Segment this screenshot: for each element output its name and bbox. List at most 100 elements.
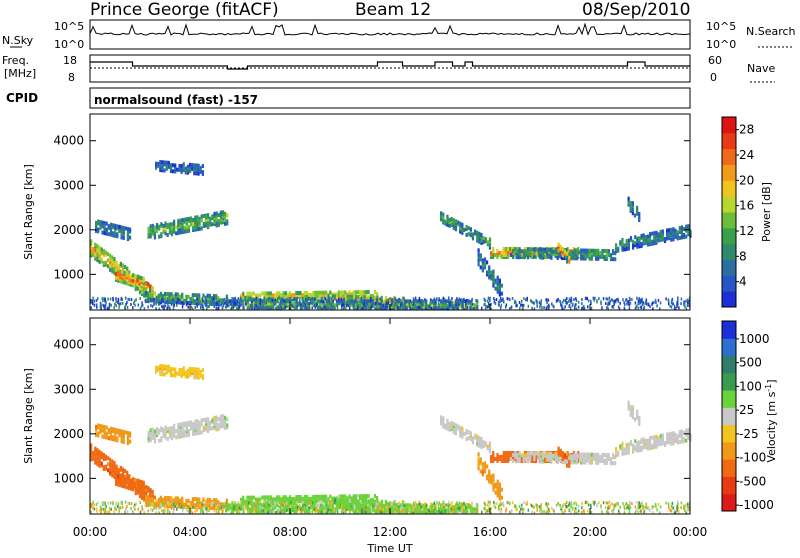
power-cell (227, 297, 229, 300)
velocity-cell (272, 497, 274, 501)
velocity-cell (199, 425, 201, 429)
power-cell (114, 224, 116, 228)
power-cell (679, 236, 681, 240)
velocity-cell (490, 455, 492, 459)
velocity-cell (472, 440, 474, 444)
power-cell (562, 251, 564, 255)
power-cell (353, 305, 355, 308)
velocity-cell (158, 498, 160, 502)
velocity-heatmap (90, 364, 692, 515)
power-cell (468, 226, 470, 230)
velocity-cell (265, 509, 267, 512)
power-cell (190, 297, 192, 301)
cpid-strip: CPID normalsound (fast) -157 (6, 88, 690, 108)
power-cell (520, 304, 522, 307)
velocity-cell (484, 461, 486, 465)
power-cell (160, 299, 162, 302)
power-cell (584, 249, 586, 253)
power-cell (150, 228, 152, 232)
power-cell (170, 163, 172, 167)
velocity-cell (382, 508, 384, 511)
velocity-cell (683, 437, 685, 441)
velocity-cell (310, 497, 312, 501)
power-cell (199, 300, 201, 303)
power-cell (107, 252, 109, 256)
velocity-cell (599, 459, 601, 463)
velocity-cell (628, 447, 630, 451)
power-cell (386, 306, 388, 309)
velocity-cell (192, 426, 194, 430)
power-cell (153, 303, 155, 306)
velocity-cell (268, 495, 270, 499)
power-cell (466, 233, 468, 237)
velocity-cell (167, 437, 169, 441)
power-cell (580, 252, 582, 256)
power-cell (386, 302, 388, 305)
power-cell (435, 302, 437, 305)
velocity-cell (604, 459, 606, 463)
colorbar-tick-pow-5: 24 (739, 148, 754, 162)
velocity-cell (614, 461, 616, 465)
power-cell (174, 163, 176, 167)
nsky-label: N.Sky (2, 34, 34, 47)
power-cell (186, 229, 188, 233)
power-cell (179, 218, 181, 222)
velocity-cell (487, 444, 489, 448)
velocity-cell (478, 466, 480, 470)
velocity-cell (199, 431, 201, 435)
velocity-cell (134, 484, 136, 488)
velocity-cell (101, 461, 103, 465)
power-cell (451, 297, 453, 300)
power-cell (294, 297, 296, 300)
power-cell (342, 290, 344, 294)
power-cell (130, 275, 132, 279)
power-cell (138, 275, 140, 279)
velocity-cell (355, 508, 357, 512)
velocity-cell (359, 494, 361, 498)
power-cell (173, 220, 175, 224)
power-cell (531, 307, 533, 310)
velocity-cell (126, 471, 128, 475)
power-cell (531, 247, 533, 251)
power-cell (128, 270, 130, 274)
power-cell (166, 292, 168, 296)
power-cell (550, 248, 552, 252)
power-cell (558, 298, 560, 301)
power-cell (589, 257, 591, 261)
power-cell (100, 306, 102, 309)
power-cell (638, 240, 640, 244)
velocity-cell (249, 496, 251, 500)
power-cell (121, 235, 123, 239)
velocity-cell (649, 446, 651, 450)
power-cell (681, 225, 683, 229)
power-cell (202, 170, 204, 174)
power-cell (145, 291, 147, 295)
velocity-cell (154, 495, 156, 499)
power-cell (626, 239, 628, 243)
power-cell (357, 290, 359, 294)
velocity-cell (191, 367, 193, 371)
velocity-cell (198, 376, 200, 380)
power-cell (351, 295, 353, 299)
power-cell (484, 261, 486, 265)
power-cell (444, 220, 446, 224)
velocity-cell (514, 451, 516, 455)
power-cell (97, 219, 99, 223)
power-cell (183, 162, 185, 166)
power-cell (299, 302, 301, 305)
power-cell (641, 306, 643, 309)
velocity-cell (192, 422, 194, 426)
velocity-cell (184, 422, 186, 426)
velocity-cell (516, 453, 518, 457)
power-cell (359, 304, 361, 308)
power-cell (125, 226, 127, 230)
velocity-cell (141, 480, 143, 484)
velocity-cell (540, 503, 542, 506)
velocity-cell (231, 501, 233, 504)
velocity-cell (631, 502, 633, 505)
velocity-cell (655, 443, 657, 447)
power-cell (199, 217, 201, 221)
power-cell (478, 262, 480, 266)
power-cell (564, 249, 566, 253)
power-cell (168, 165, 170, 169)
